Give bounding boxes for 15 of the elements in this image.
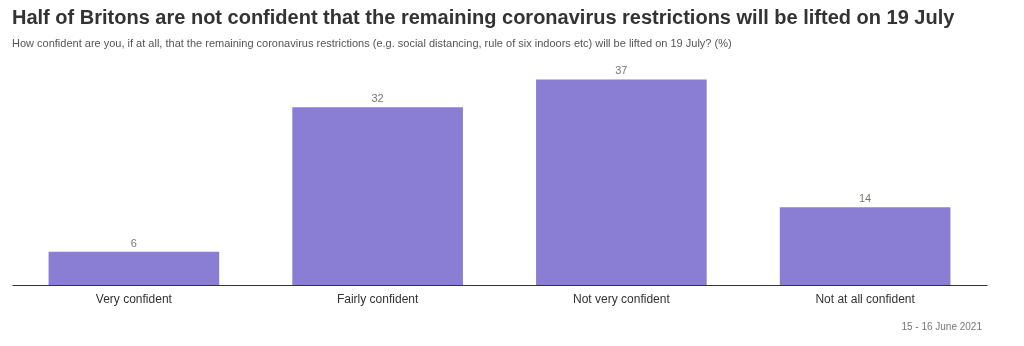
x-tick-label: Fairly confident [336, 291, 419, 306]
x-tick-label: Very confident [95, 291, 173, 306]
chart-subtitle: How confident are you, if at all, that the remaining coronavirus restrictions (e.g. social distancing, rule of six indoors etc) will be lifted on 19 July? (%) [12, 37, 732, 49]
data-label: 14 [859, 192, 872, 205]
chart-title: Half of Britons are not confident that the remaining coronavirus restrictions will be lifted on 19 July [12, 6, 956, 28]
data-label: 37 [615, 64, 628, 77]
text: 15 - 16 June 2021 [901, 321, 983, 332]
x-tick-label: Not very confident [573, 291, 671, 306]
bar [48, 251, 220, 285]
bar [779, 207, 951, 285]
x-tick-label: Not at all confident [815, 291, 916, 306]
bar [536, 79, 707, 285]
data-label: 6 [130, 236, 137, 249]
data-label: 32 [371, 92, 384, 105]
bar [292, 107, 463, 285]
